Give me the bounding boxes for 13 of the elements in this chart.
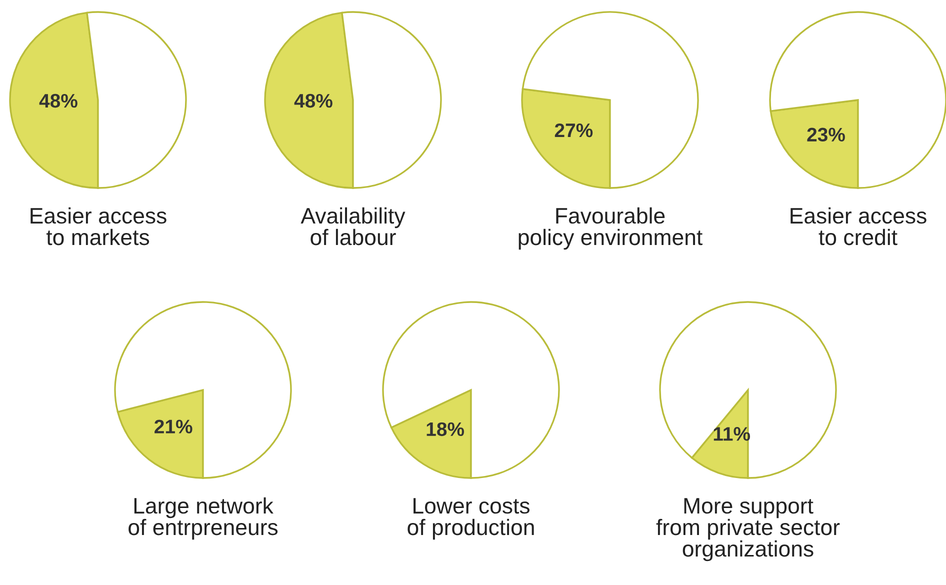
- text: Lower costs of production: [408, 498, 534, 540]
- text: Easier access to markets: [30, 207, 166, 246]
- data-label: 23%: [807, 128, 845, 142]
- text: Availability of labour: [300, 207, 406, 246]
- data-label: 21%: [154, 420, 192, 434]
- data-label: 18%: [426, 422, 464, 436]
- text: More support from private sector organizations: [656, 498, 840, 562]
- text: Favourable policy environment: [518, 207, 702, 250]
- text: Easier access to credit: [790, 207, 926, 246]
- data-label: 48%: [294, 94, 332, 108]
- data-label: 27%: [554, 123, 593, 138]
- text: Large network of entrpreneurs: [128, 497, 278, 540]
- data-label: 48%: [39, 94, 78, 108]
